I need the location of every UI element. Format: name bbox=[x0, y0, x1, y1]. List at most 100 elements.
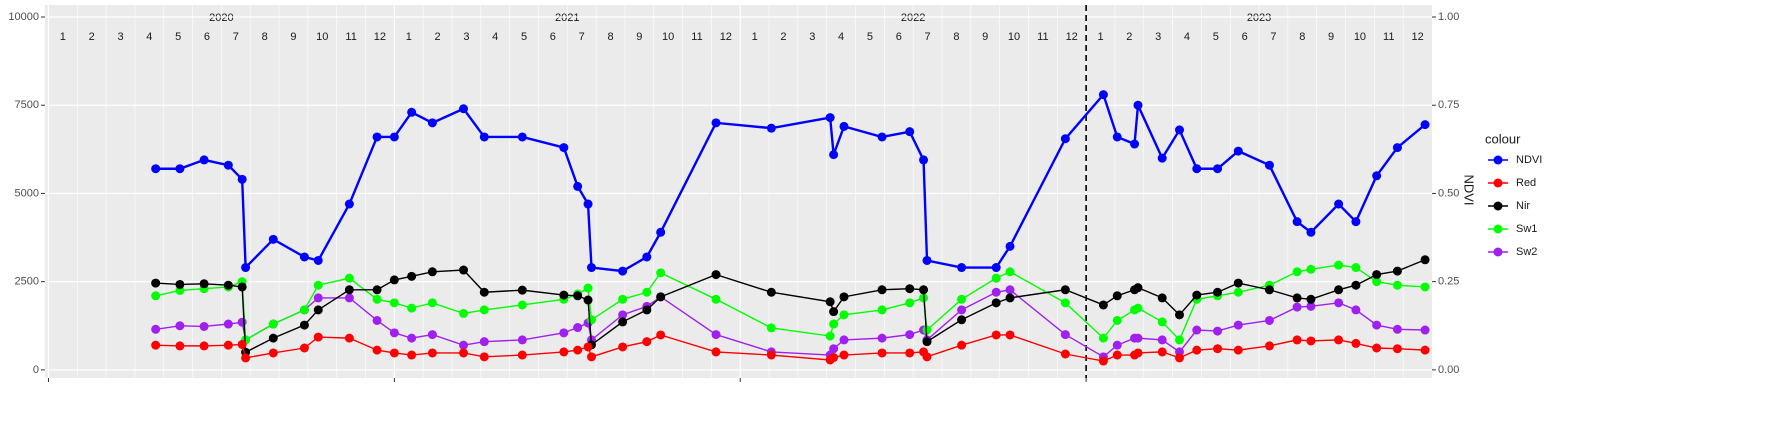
data-point bbox=[313, 280, 323, 290]
data-point bbox=[642, 337, 652, 347]
data-point bbox=[372, 345, 382, 355]
data-point bbox=[877, 348, 887, 358]
month-label: 4 bbox=[838, 31, 844, 43]
data-point bbox=[559, 290, 569, 300]
legend-label: Sw1 bbox=[1516, 223, 1537, 235]
data-point bbox=[299, 305, 309, 315]
data-point bbox=[151, 291, 161, 301]
data-point bbox=[1157, 317, 1167, 327]
data-point bbox=[1175, 353, 1185, 363]
data-point bbox=[1372, 343, 1382, 353]
data-point bbox=[372, 294, 382, 304]
data-point bbox=[1192, 325, 1202, 335]
data-point bbox=[313, 305, 323, 315]
data-point bbox=[344, 333, 354, 343]
data-point bbox=[268, 319, 278, 329]
data-point bbox=[344, 293, 354, 303]
data-point bbox=[372, 132, 382, 142]
data-point bbox=[1213, 344, 1223, 354]
data-point bbox=[1420, 325, 1430, 335]
data-point bbox=[618, 294, 628, 304]
data-point bbox=[829, 344, 839, 354]
data-point bbox=[1392, 344, 1402, 354]
month-label: 3 bbox=[809, 31, 815, 43]
month-label: 1 bbox=[1097, 31, 1103, 43]
data-point bbox=[268, 234, 278, 244]
data-point bbox=[479, 132, 489, 142]
data-point bbox=[407, 303, 417, 313]
data-point bbox=[459, 340, 469, 350]
month-label: 10 bbox=[1008, 31, 1020, 43]
month-label: 12 bbox=[1411, 31, 1423, 43]
data-point bbox=[1264, 341, 1274, 351]
month-label: 12 bbox=[1066, 31, 1078, 43]
data-point bbox=[586, 315, 596, 325]
data-point bbox=[839, 350, 849, 360]
month-label: 6 bbox=[550, 31, 556, 43]
data-point bbox=[1334, 298, 1344, 308]
y2-tick-label: 0.50 bbox=[1438, 187, 1459, 199]
data-point bbox=[1334, 335, 1344, 345]
data-point bbox=[656, 268, 666, 278]
data-point bbox=[877, 132, 887, 142]
data-point bbox=[1392, 266, 1402, 276]
y-tick-label: 5000 bbox=[15, 187, 39, 199]
data-point bbox=[1351, 263, 1361, 273]
y2-tick-label: 1.00 bbox=[1438, 11, 1459, 23]
legend-label: Red bbox=[1516, 177, 1536, 189]
data-point bbox=[1060, 285, 1070, 295]
month-label: 6 bbox=[1242, 31, 1248, 43]
data-point bbox=[1157, 293, 1167, 303]
month-label: 1 bbox=[406, 31, 412, 43]
data-point bbox=[829, 307, 839, 317]
data-point bbox=[344, 285, 354, 295]
data-point bbox=[573, 345, 583, 355]
data-point bbox=[905, 284, 915, 294]
data-point bbox=[407, 350, 417, 360]
data-point bbox=[1192, 164, 1202, 174]
data-point bbox=[1175, 335, 1185, 345]
data-point bbox=[175, 164, 185, 174]
data-point bbox=[1233, 146, 1243, 156]
data-point bbox=[479, 337, 489, 347]
data-point bbox=[1133, 100, 1143, 110]
data-point bbox=[991, 287, 1001, 297]
data-point bbox=[991, 263, 1001, 273]
data-point bbox=[1372, 277, 1382, 287]
month-label: 4 bbox=[146, 31, 152, 43]
data-point bbox=[711, 330, 721, 340]
month-label: 3 bbox=[463, 31, 469, 43]
y-tick-label: 10000 bbox=[8, 11, 39, 23]
data-point bbox=[1372, 171, 1382, 181]
data-point bbox=[1351, 280, 1361, 290]
data-point bbox=[922, 325, 932, 335]
data-point bbox=[1306, 264, 1316, 274]
month-label: 7 bbox=[233, 31, 239, 43]
data-point bbox=[313, 332, 323, 342]
data-point bbox=[1157, 153, 1167, 163]
data-point bbox=[991, 273, 1001, 283]
data-point bbox=[1005, 285, 1015, 295]
data-point bbox=[957, 315, 967, 325]
data-point bbox=[1175, 125, 1185, 135]
data-point bbox=[1060, 134, 1070, 144]
month-label: 2 bbox=[1126, 31, 1132, 43]
data-point bbox=[922, 255, 932, 265]
data-point bbox=[711, 347, 721, 357]
data-point bbox=[313, 293, 323, 303]
data-point bbox=[586, 263, 596, 273]
data-point bbox=[1112, 132, 1122, 142]
data-point bbox=[905, 348, 915, 358]
data-point bbox=[175, 341, 185, 351]
month-label: 8 bbox=[953, 31, 959, 43]
data-point bbox=[1233, 345, 1243, 355]
data-point bbox=[766, 287, 776, 297]
data-point bbox=[459, 348, 469, 358]
data-point bbox=[407, 333, 417, 343]
data-point bbox=[825, 331, 835, 341]
data-point bbox=[839, 121, 849, 131]
month-label: 7 bbox=[1270, 31, 1276, 43]
legend-key-point bbox=[1493, 247, 1503, 257]
data-point bbox=[407, 107, 417, 117]
data-point bbox=[583, 295, 593, 305]
